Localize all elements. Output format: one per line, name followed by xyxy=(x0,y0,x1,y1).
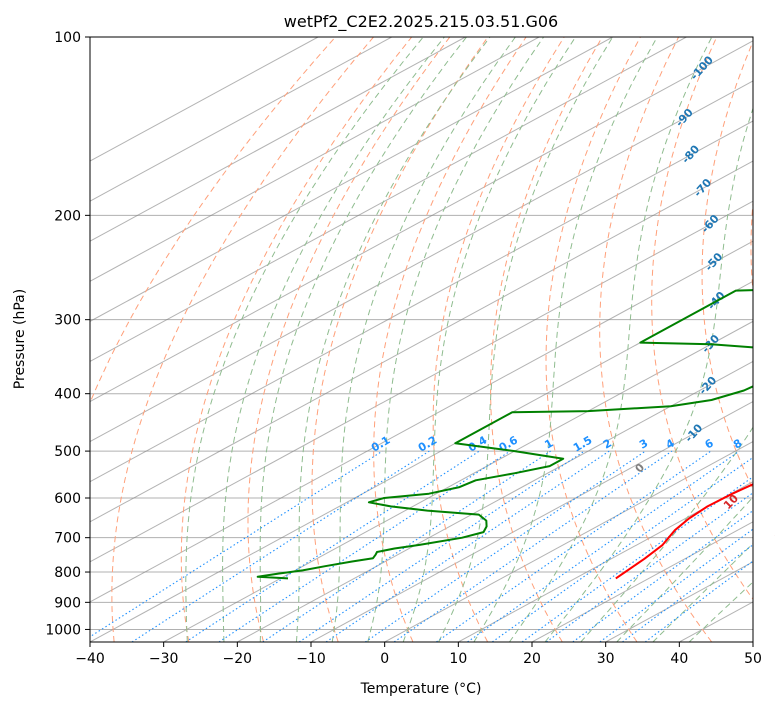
isotherm-line xyxy=(90,80,753,443)
isotherm-line xyxy=(90,37,540,282)
mixing-ratio-line xyxy=(90,450,383,638)
x-tick-label: −10 xyxy=(296,651,326,667)
x-tick-label: −20 xyxy=(223,651,253,667)
dry-adiabat xyxy=(180,37,413,642)
y-tick-label: 1000 xyxy=(45,622,81,638)
isotherm-line xyxy=(90,37,392,202)
x-tick-label: 10 xyxy=(449,651,467,667)
x-tick-label: 20 xyxy=(523,651,541,667)
x-tick-label: 50 xyxy=(744,651,762,667)
x-axis-label: Temperature (°C) xyxy=(360,681,482,697)
moist-adiabat xyxy=(402,37,576,642)
moist-adiabat xyxy=(544,106,753,642)
isotherm-line xyxy=(237,360,753,642)
isotherm-line xyxy=(384,441,753,642)
isotherm-line xyxy=(90,37,319,162)
dry-adiabat xyxy=(599,37,713,642)
y-tick-label: 300 xyxy=(54,313,81,329)
dry-adiabat xyxy=(701,40,753,490)
x-tick-label: 30 xyxy=(597,651,615,667)
dry-adiabat xyxy=(545,37,641,642)
mixing-ratio-line xyxy=(298,450,585,642)
moist-adiabat xyxy=(688,581,753,642)
x-tick-label: 40 xyxy=(670,651,688,667)
mixing-ratio-line xyxy=(393,450,673,642)
plot-frame xyxy=(89,36,754,643)
temperature-profile xyxy=(615,483,753,580)
moist-adiabat xyxy=(331,37,516,642)
dry-adiabat xyxy=(311,37,489,642)
moist-adiabat xyxy=(222,37,445,642)
isotherm-line xyxy=(310,400,753,642)
moist-adiabat xyxy=(508,37,713,642)
theta-e-label: 20 xyxy=(773,523,775,543)
y-tick-label: 500 xyxy=(54,444,81,460)
y-tick-label: 700 xyxy=(54,531,81,547)
mixing-ratio-line xyxy=(572,509,753,642)
moist-adiabat xyxy=(367,37,545,642)
mixing-ratio-line xyxy=(262,450,552,642)
sounding-series xyxy=(256,289,753,580)
moist-adiabat xyxy=(259,37,467,642)
moist-adiabat xyxy=(295,37,491,642)
mixing-ratio-line xyxy=(436,450,712,642)
y-tick-label: 900 xyxy=(54,595,81,611)
y-tick-label: 400 xyxy=(54,387,81,403)
isotherm-line xyxy=(90,37,466,242)
isotherm-line xyxy=(90,40,753,403)
dry-adiabat xyxy=(373,37,527,642)
y-tick-label: 600 xyxy=(54,491,81,507)
x-tick-label: −30 xyxy=(149,651,179,667)
isotherm-line xyxy=(90,200,753,563)
dry-adiabat xyxy=(750,198,753,297)
mixing-ratio-line xyxy=(218,450,511,642)
mixing-ratio-line xyxy=(364,450,646,642)
dry-adiabat xyxy=(111,37,374,642)
isotherm-line xyxy=(458,481,753,642)
moist-adiabat xyxy=(438,37,614,642)
isotherm-line xyxy=(90,240,753,603)
isotherm-line xyxy=(90,37,687,363)
mixing-ratio-line xyxy=(491,456,753,642)
y-axis-label: Pressure (hPa) xyxy=(12,289,28,389)
isotherm-line xyxy=(163,320,753,642)
moist-adiabat xyxy=(580,426,753,642)
isotherm-line xyxy=(752,641,753,642)
y-tick-label: 100 xyxy=(54,30,81,46)
moist-adiabat xyxy=(185,37,424,642)
isotherm-line xyxy=(531,521,753,642)
mixing-ratio-line xyxy=(545,492,753,642)
dewpoint-profile xyxy=(256,289,753,580)
y-tick-label: 200 xyxy=(54,208,81,224)
isotherm-line xyxy=(90,120,753,483)
dry-adiabat xyxy=(247,37,451,642)
isotherm-line xyxy=(90,160,753,523)
chart-title: wetPf2_C2E2.2025.215.03.51.G06 xyxy=(284,12,558,32)
isotherm-line xyxy=(90,37,613,322)
y-axis: 1000 900 800 700 600 500 400 300 200 100 xyxy=(45,30,90,638)
mixing-ratio-line xyxy=(521,476,753,642)
y-tick-label: 800 xyxy=(54,565,81,581)
background-lines xyxy=(90,37,753,642)
dry-adiabat xyxy=(90,37,336,404)
plot-background xyxy=(90,37,753,642)
x-tick-label: −40 xyxy=(75,651,105,667)
x-tick-label: 0 xyxy=(380,651,389,667)
mixing-ratio-line xyxy=(467,450,740,642)
mixing-ratio-line xyxy=(131,450,430,642)
dry-adiabat xyxy=(490,37,603,642)
dry-adiabat xyxy=(651,37,753,601)
dry-adiabat xyxy=(432,37,565,642)
x-axis: −40 −30 −20 −10 0 10 20 30 40 50 xyxy=(75,642,762,667)
